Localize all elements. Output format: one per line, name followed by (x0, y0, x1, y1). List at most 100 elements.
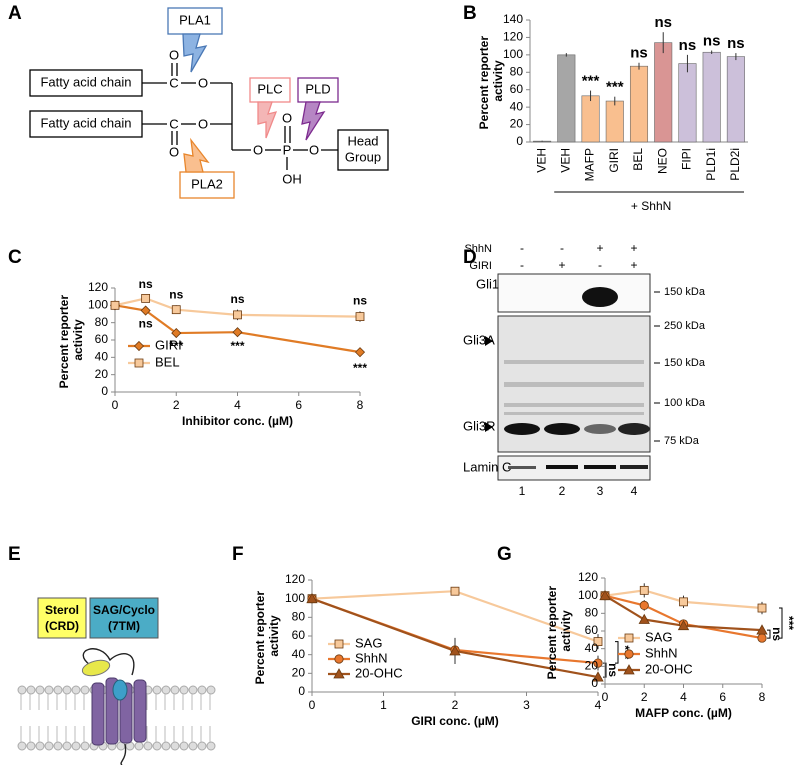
atom: O (198, 116, 208, 131)
y-tick-label: 100 (285, 591, 305, 605)
marker (449, 645, 461, 656)
ligand-label: SAG/Cyclo (93, 603, 155, 617)
y-tick-label: 100 (88, 298, 108, 312)
lipid-head (53, 685, 63, 695)
size-marker: 250 kDa (664, 320, 706, 332)
y-axis-label: Percent reporter activity (545, 583, 573, 680)
bar (702, 51, 721, 143)
x-tick-label: 2 (641, 690, 648, 704)
y-tick-label: 80 (510, 64, 524, 78)
y-tick-label: 60 (585, 623, 599, 637)
marker (592, 671, 604, 682)
panel-label: D (463, 247, 477, 268)
enzyme: PLA1 (179, 12, 211, 27)
marker (355, 312, 365, 322)
x-tick-label: 4 (680, 690, 687, 704)
x-tick-label: 3 (523, 698, 530, 712)
bar (726, 56, 745, 143)
chain-label: Fatty acid chain (40, 115, 131, 130)
size-marker: 100 kDa (664, 397, 706, 409)
lipid-head (197, 685, 207, 695)
sign: - (598, 258, 602, 272)
lipid-head (44, 685, 54, 695)
bar (581, 95, 600, 143)
series-line (604, 589, 763, 610)
marker (333, 668, 345, 679)
atom: O (169, 47, 179, 62)
size-marker: 150 kDa (664, 357, 706, 369)
panel-label: B (463, 3, 477, 24)
significance: ns (679, 37, 697, 54)
significance-bracket (767, 629, 771, 639)
x-tick-label: PLD2i (728, 148, 742, 181)
bar (557, 54, 576, 143)
legend-label: BEL (155, 354, 180, 369)
atom: O (253, 142, 263, 157)
marker (756, 624, 768, 635)
significance: ns (703, 32, 721, 49)
lipid-head (134, 741, 144, 751)
sign: + (630, 241, 637, 255)
lipid-diagram (29, 7, 389, 199)
y-tick-label: 80 (585, 606, 599, 620)
significance: ns (770, 627, 784, 641)
sign: + (596, 241, 603, 255)
atom: C (169, 75, 178, 90)
sign: + (558, 258, 565, 272)
lane-number: 1 (519, 484, 526, 498)
bar (605, 100, 624, 143)
x-tick-label: BEL (631, 148, 645, 171)
lipid-head (206, 741, 216, 751)
y-tick-label: 60 (292, 628, 306, 642)
y-axis-label: Percent reporter activity (57, 292, 85, 389)
x-tick-label: 8 (759, 690, 766, 704)
marker (623, 664, 635, 675)
marker (679, 597, 688, 607)
atom: OH (282, 171, 302, 186)
y-tick-label: 0 (101, 384, 108, 398)
lipid-head (17, 685, 27, 695)
x-tick-label: 8 (357, 398, 364, 412)
lipid-head (170, 741, 180, 751)
condition: GIRI (469, 260, 492, 272)
sign: - (520, 241, 524, 255)
x-tick-label: FIPI (680, 148, 694, 170)
lipid-head (26, 741, 36, 751)
head-box (337, 129, 389, 171)
x-tick-label: GIRI (607, 148, 621, 173)
significance: *** (353, 361, 367, 375)
y-tick-label: 100 (578, 588, 598, 602)
x-axis-label: MAFP conc. (µM) (635, 706, 732, 720)
enzyme-box (167, 7, 223, 35)
marker (677, 619, 690, 631)
y-tick-label: 120 (503, 30, 523, 44)
legend-label: SAG (355, 635, 382, 650)
significance: ns (630, 45, 648, 62)
bar (678, 63, 697, 143)
x-tick-label: 4 (234, 398, 241, 412)
marker (306, 592, 318, 604)
y-tick-label: 60 (95, 332, 109, 346)
ligand-label: (CRD) (45, 619, 79, 633)
y-tick-label: 80 (292, 610, 306, 624)
significance: ns (727, 35, 745, 52)
lipid-head (143, 741, 153, 751)
lipid-head (62, 741, 72, 751)
significance: *** (582, 73, 600, 90)
sign: + (630, 258, 637, 272)
legend-label: 20-OHC (355, 665, 403, 680)
y-tick-label: 80 (95, 315, 109, 329)
y-tick-label: 20 (95, 367, 109, 381)
x-tick-label: 0 (602, 690, 609, 704)
x-tick-label: PLD1i (704, 148, 718, 181)
marker (171, 305, 181, 315)
band (582, 287, 618, 307)
significance: ns (139, 317, 153, 331)
x-axis-label: GIRI conc. (µM) (411, 714, 499, 728)
legend-label: 20-OHC (645, 661, 693, 676)
marker (110, 300, 120, 310)
head-label: Group (345, 149, 381, 164)
atom: O (198, 75, 208, 90)
receptor-diagram: Sterol (CRD) SAG/Cyclo (7TM) (17, 597, 216, 765)
